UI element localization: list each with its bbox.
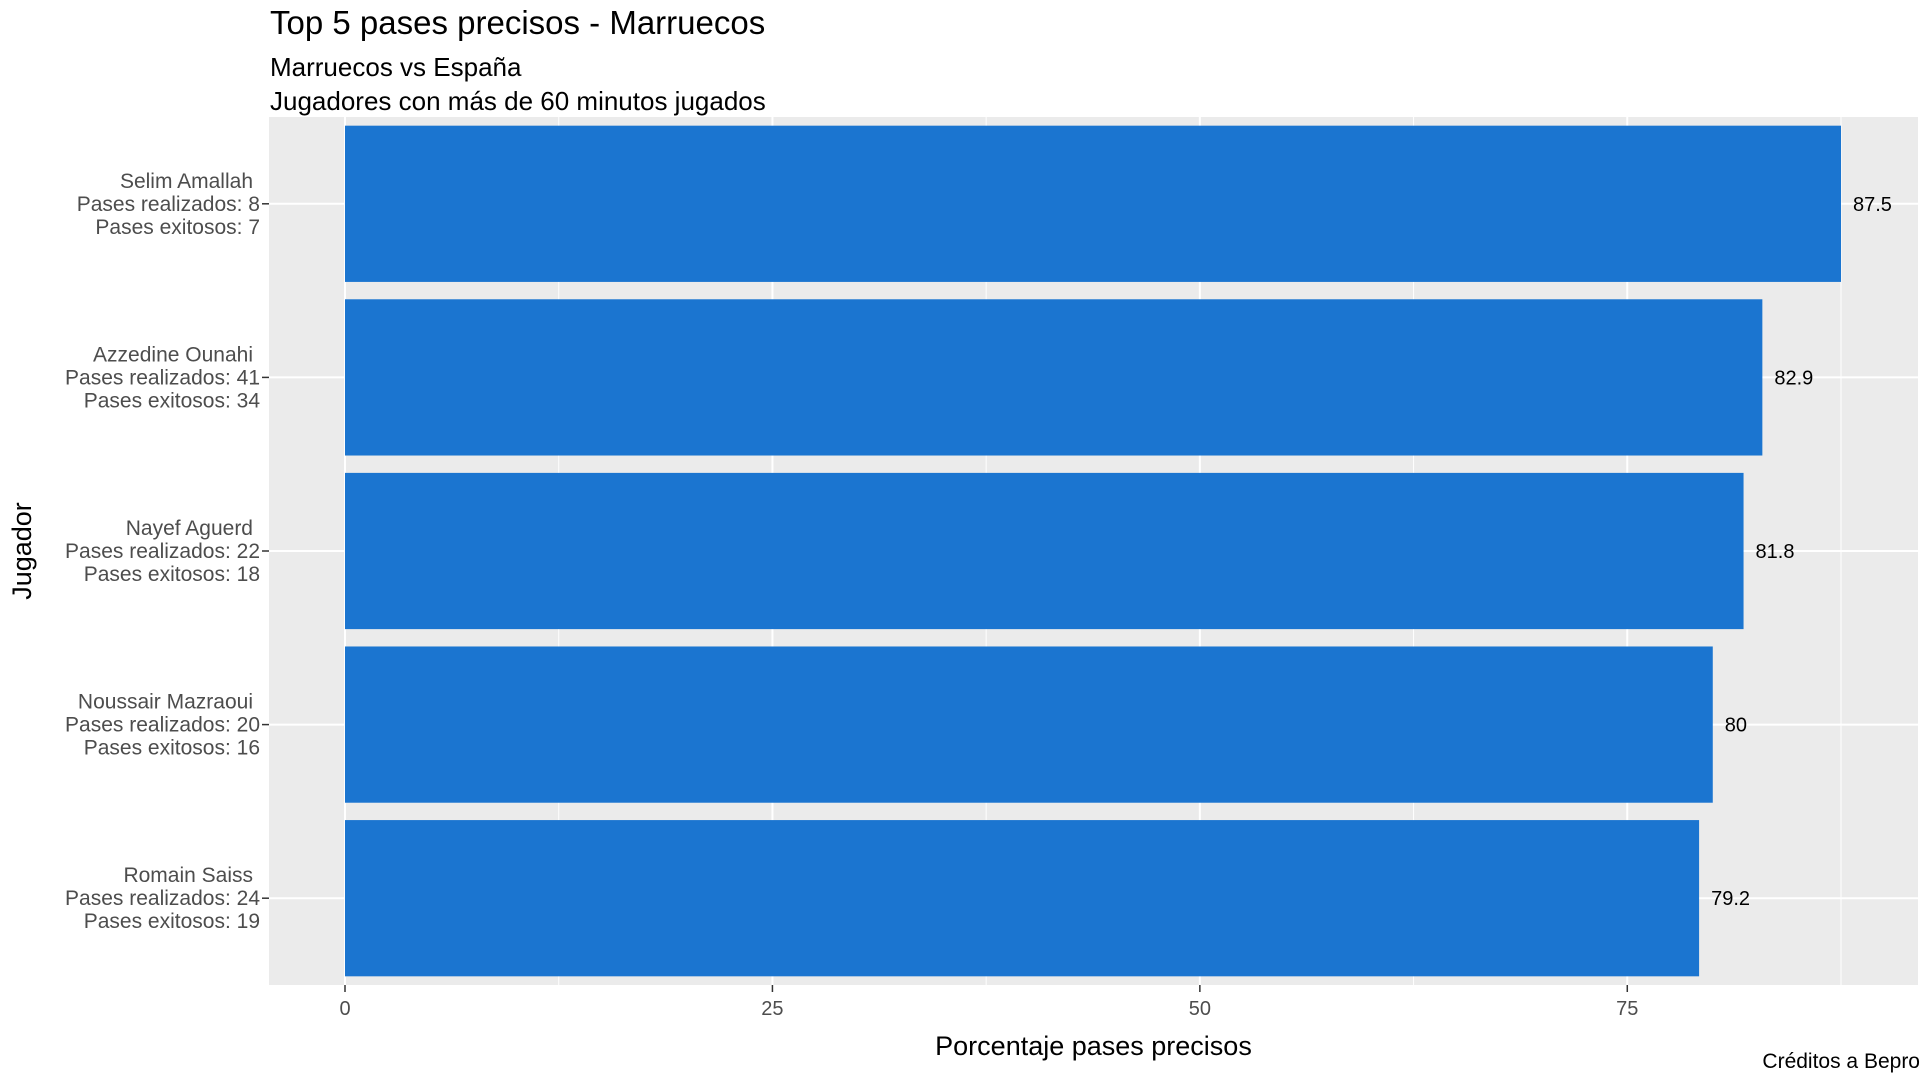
y-tick-label-line: Pases realizados: 8 — [77, 193, 260, 216]
subtitle-line-2: Jugadores con más de 60 minutos jugados — [270, 86, 766, 116]
x-tick-label: 50 — [1189, 998, 1211, 1020]
y-axis: Selim Amallah Pases realizados: 8 Pases ex… — [65, 170, 269, 933]
bar — [345, 820, 1700, 977]
y-tick-label-line: Pases realizados: 20 — [65, 714, 260, 737]
bar-value-label: 79.2 — [1711, 888, 1750, 910]
y-tick-label-line: Pases exitosos: 18 — [84, 563, 260, 586]
bar-value-label: 87.5 — [1853, 194, 1892, 216]
y-tick-label-line: Pases exitosos: 16 — [84, 737, 260, 760]
bar — [345, 646, 1713, 803]
subtitle-line-1: Marruecos vs España — [270, 52, 522, 82]
x-axis-title: Porcentaje pases precisos — [935, 1031, 1252, 1061]
y-tick-label-line: Selim Amallah — [120, 170, 253, 193]
y-axis-title: Jugador — [7, 502, 37, 600]
y-tick-label-line: Azzedine Ounahi — [93, 343, 253, 366]
y-tick-label: Noussair Mazraoui Pases realizados: 20 Pas… — [65, 691, 260, 760]
y-tick-label-line: Pases realizados: 24 — [65, 887, 260, 910]
chart-subtitle: Marruecos vs España Jugadores con más de… — [270, 50, 766, 118]
x-tick-label: 75 — [1616, 998, 1638, 1020]
y-tick-label: Azzedine Ounahi Pases realizados: 41 Pases… — [65, 343, 260, 412]
x-axis: 0 25 50 75 — [339, 985, 1638, 1020]
bar-value-label: 82.9 — [1774, 367, 1813, 389]
x-tick-label: 25 — [761, 998, 783, 1020]
y-tick-label-line: Noussair Mazraoui — [78, 691, 253, 714]
bar-value-label: 80 — [1725, 715, 1747, 737]
y-tick-label-line: Romain Saiss — [123, 864, 253, 887]
y-tick-label: Selim Amallah Pases realizados: 8 Pases ex… — [77, 170, 260, 239]
y-tick-label-line: Nayef Aguerd — [126, 517, 253, 540]
y-tick-label: Nayef Aguerd Pases realizados: 22 Pases ex… — [65, 517, 260, 586]
bar — [345, 125, 1841, 282]
chart-title: Top 5 pases precisos - Marruecos — [270, 4, 766, 41]
y-tick-label: Romain Saiss Pases realizados: 24 Pases ex… — [65, 864, 260, 933]
data-labels: 87.5 82.9 81.8 80 79.2 — [1711, 194, 1892, 910]
y-tick-label-line: Pases exitosos: 34 — [84, 389, 261, 412]
y-tick-label-line: Pases exitosos: 19 — [84, 910, 260, 933]
bar-value-label: 81.8 — [1756, 541, 1795, 563]
x-tick-label: 0 — [339, 998, 350, 1020]
y-tick-label-line: Pases exitosos: 7 — [95, 216, 260, 239]
bar — [345, 299, 1763, 456]
bar — [345, 472, 1744, 630]
y-tick-label-line: Pases realizados: 22 — [65, 540, 260, 563]
bars — [345, 125, 1841, 977]
chart-caption: Créditos a Bepro — [1762, 1050, 1920, 1073]
y-tick-label-line: Pases realizados: 41 — [65, 366, 260, 389]
